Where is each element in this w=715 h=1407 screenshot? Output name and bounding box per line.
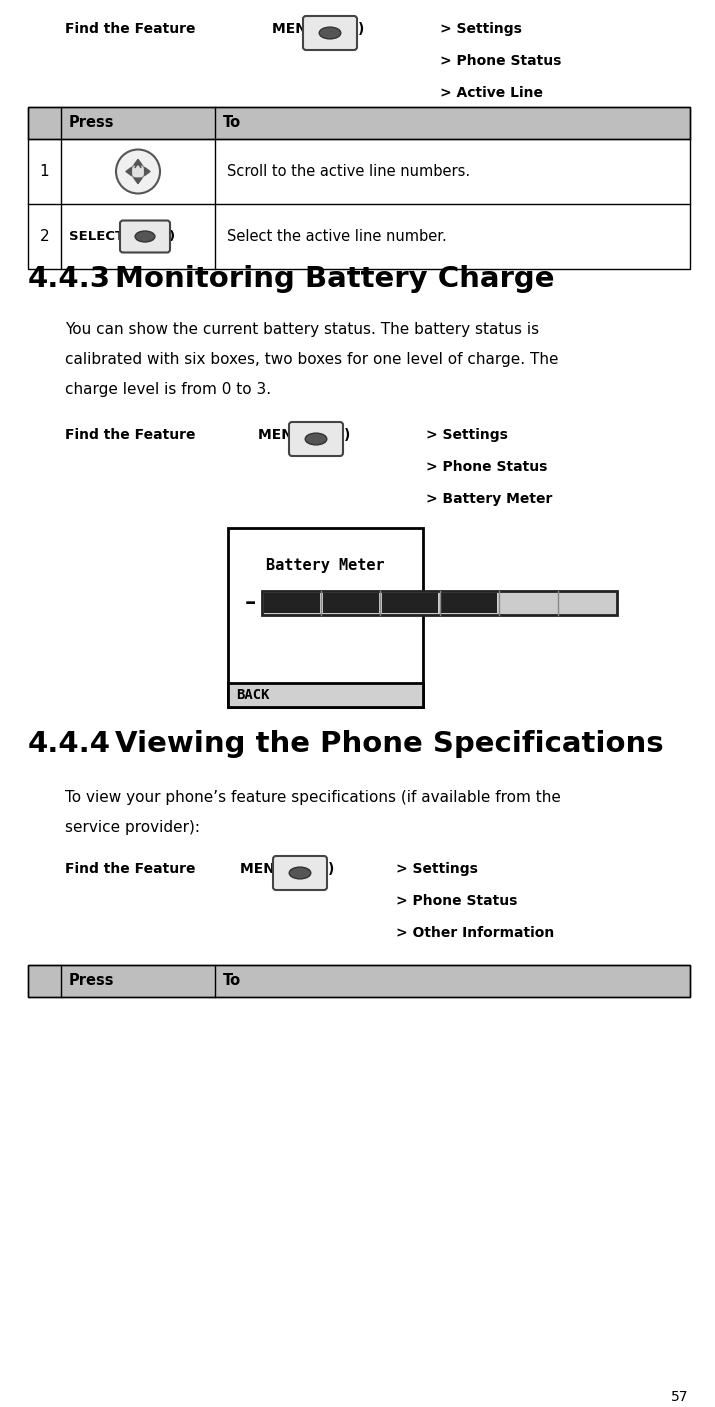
Text: To: To [223, 115, 241, 129]
Text: 57: 57 [671, 1390, 688, 1404]
Text: MENU (: MENU ( [240, 862, 297, 877]
Text: Battery Meter: Battery Meter [266, 559, 385, 573]
Text: Scroll to the active line numbers.: Scroll to the active line numbers. [227, 165, 470, 179]
Text: > Phone Status: > Phone Status [396, 893, 518, 908]
Text: Viewing the Phone Specifications: Viewing the Phone Specifications [115, 730, 664, 758]
Text: > Settings: > Settings [426, 428, 508, 442]
Text: To view your phone’s feature specifications (if available from the: To view your phone’s feature specificati… [65, 789, 561, 805]
Polygon shape [134, 179, 142, 183]
Text: > Active Line: > Active Line [440, 86, 543, 100]
FancyBboxPatch shape [273, 855, 327, 891]
Bar [28, 107, 690, 139]
Ellipse shape [305, 433, 327, 445]
Text: 4.4.4: 4.4.4 [28, 730, 111, 758]
Polygon shape [144, 167, 150, 176]
Text: Find the Feature: Find the Feature [65, 862, 195, 877]
Text: ): ) [358, 23, 365, 37]
Text: calibrated with six boxes, two boxes for one level of charge. The: calibrated with six boxes, two boxes for… [65, 352, 558, 367]
Text: 4.4.3: 4.4.3 [28, 265, 111, 293]
Text: > Phone Status: > Phone Status [426, 460, 548, 474]
Text: Monitoring Battery Charge: Monitoring Battery Charge [115, 265, 555, 293]
Text: Find the Feature: Find the Feature [65, 23, 195, 37]
Bar [28, 965, 690, 998]
FancyBboxPatch shape [289, 422, 343, 456]
Bar [382, 592, 438, 613]
Bar [228, 682, 423, 706]
Bar [262, 591, 617, 615]
Text: MENU (: MENU ( [258, 428, 315, 442]
Text: > Settings: > Settings [396, 862, 478, 877]
Text: > Other Information: > Other Information [396, 926, 554, 940]
Text: > Settings: > Settings [440, 23, 522, 37]
Text: > Phone Status: > Phone Status [440, 53, 561, 68]
Circle shape [131, 165, 145, 179]
Text: MENU (: MENU ( [272, 23, 330, 37]
Text: Press: Press [69, 115, 114, 129]
Text: –: – [245, 592, 256, 613]
Text: ): ) [344, 428, 350, 442]
Bar [28, 107, 690, 269]
Text: +: + [392, 592, 410, 613]
Text: Select the active line number.: Select the active line number. [227, 229, 447, 243]
Text: To: To [223, 974, 241, 988]
Text: ): ) [328, 862, 335, 877]
Text: You can show the current battery status. The battery status is: You can show the current battery status.… [65, 322, 539, 338]
Bar [322, 592, 379, 613]
Polygon shape [126, 167, 132, 176]
Ellipse shape [135, 231, 155, 242]
Text: 2: 2 [40, 229, 49, 243]
Polygon shape [134, 159, 142, 165]
Text: Press: Press [69, 974, 114, 988]
Text: ): ) [169, 229, 175, 243]
Text: SELECT (: SELECT ( [69, 229, 135, 243]
Text: 1: 1 [40, 165, 49, 179]
Text: BACK: BACK [236, 688, 270, 702]
Circle shape [116, 149, 160, 194]
Bar [228, 528, 423, 706]
Text: charge level is from 0 to 3.: charge level is from 0 to 3. [65, 381, 271, 397]
Text: Find the Feature: Find the Feature [65, 428, 195, 442]
Text: service provider):: service provider): [65, 820, 200, 834]
Ellipse shape [289, 867, 311, 879]
Bar [28, 965, 690, 998]
FancyBboxPatch shape [120, 221, 170, 252]
FancyBboxPatch shape [303, 15, 357, 51]
Ellipse shape [319, 27, 341, 39]
Bar [441, 592, 497, 613]
Bar [264, 592, 320, 613]
Text: > Battery Meter: > Battery Meter [426, 492, 553, 507]
